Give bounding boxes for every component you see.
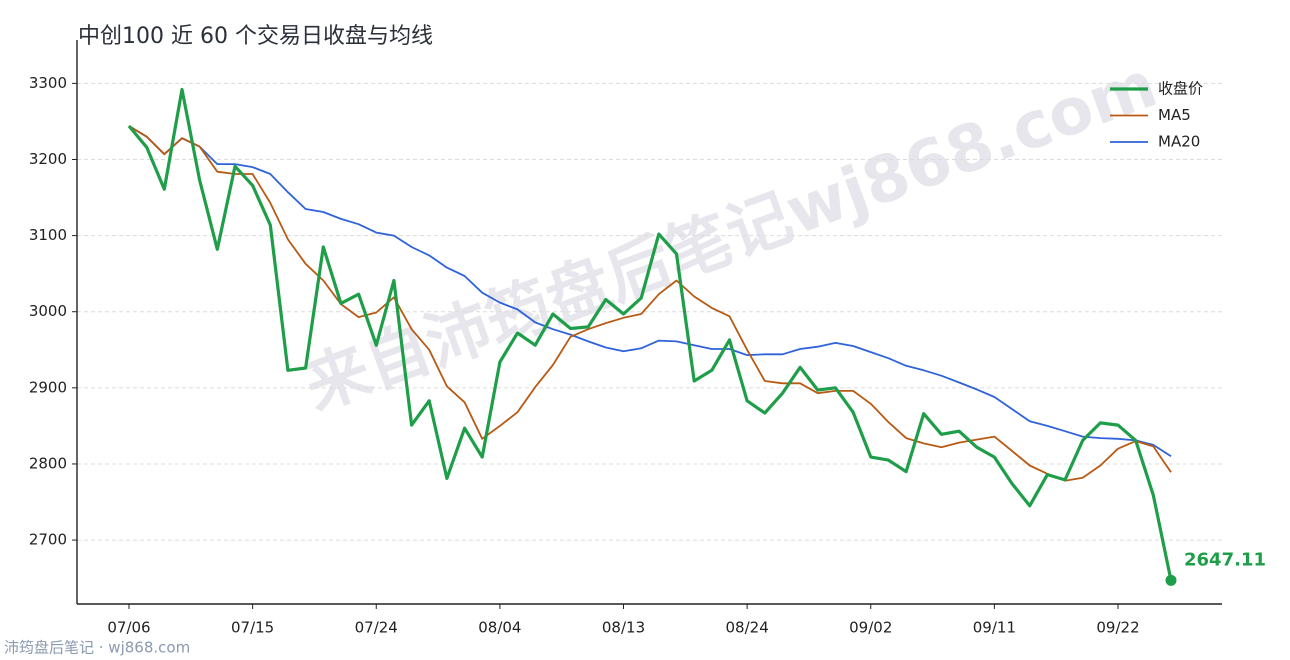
plot <box>127 87 1177 586</box>
y-tick-label: 3000 <box>29 302 67 320</box>
x-tick-label: 08/24 <box>726 619 769 637</box>
y-tick-label: 2800 <box>29 454 67 472</box>
y-tick-label: 3200 <box>29 150 67 168</box>
x-tick-label: 07/06 <box>107 619 150 637</box>
x-tick-label: 07/15 <box>231 619 274 637</box>
x-tick-label: 09/11 <box>973 619 1016 637</box>
line-series <box>128 125 1172 458</box>
x-tick-label: 09/02 <box>849 619 892 637</box>
legend-label: MA20 <box>1158 133 1200 151</box>
y-tick-label: 2700 <box>29 531 67 549</box>
chart-title: 中创100 近 60 个交易日收盘与均线 <box>78 24 433 49</box>
y-tick-label: 3300 <box>29 74 67 92</box>
y-tick-label: 2900 <box>29 378 67 396</box>
x-tick-label: 09/22 <box>1096 619 1139 637</box>
legend-label: 收盘价 <box>1158 80 1203 98</box>
line-series <box>127 87 1173 581</box>
watermark: 来自沛筠盘后笔记wj868.com <box>296 48 1167 425</box>
y-tick-label: 3100 <box>29 226 67 244</box>
grid <box>77 82 1222 541</box>
end-label: 2647.11 <box>1184 549 1266 570</box>
source: 沛筠盘后笔记 · wj868.com <box>4 639 190 657</box>
end-point <box>1165 574 1177 586</box>
legend-label: MA5 <box>1158 106 1191 124</box>
line-series <box>128 125 1172 482</box>
x-tick-label: 08/13 <box>602 619 645 637</box>
x-tick-label: 07/24 <box>355 619 398 637</box>
x-tick-label: 08/04 <box>478 619 521 637</box>
